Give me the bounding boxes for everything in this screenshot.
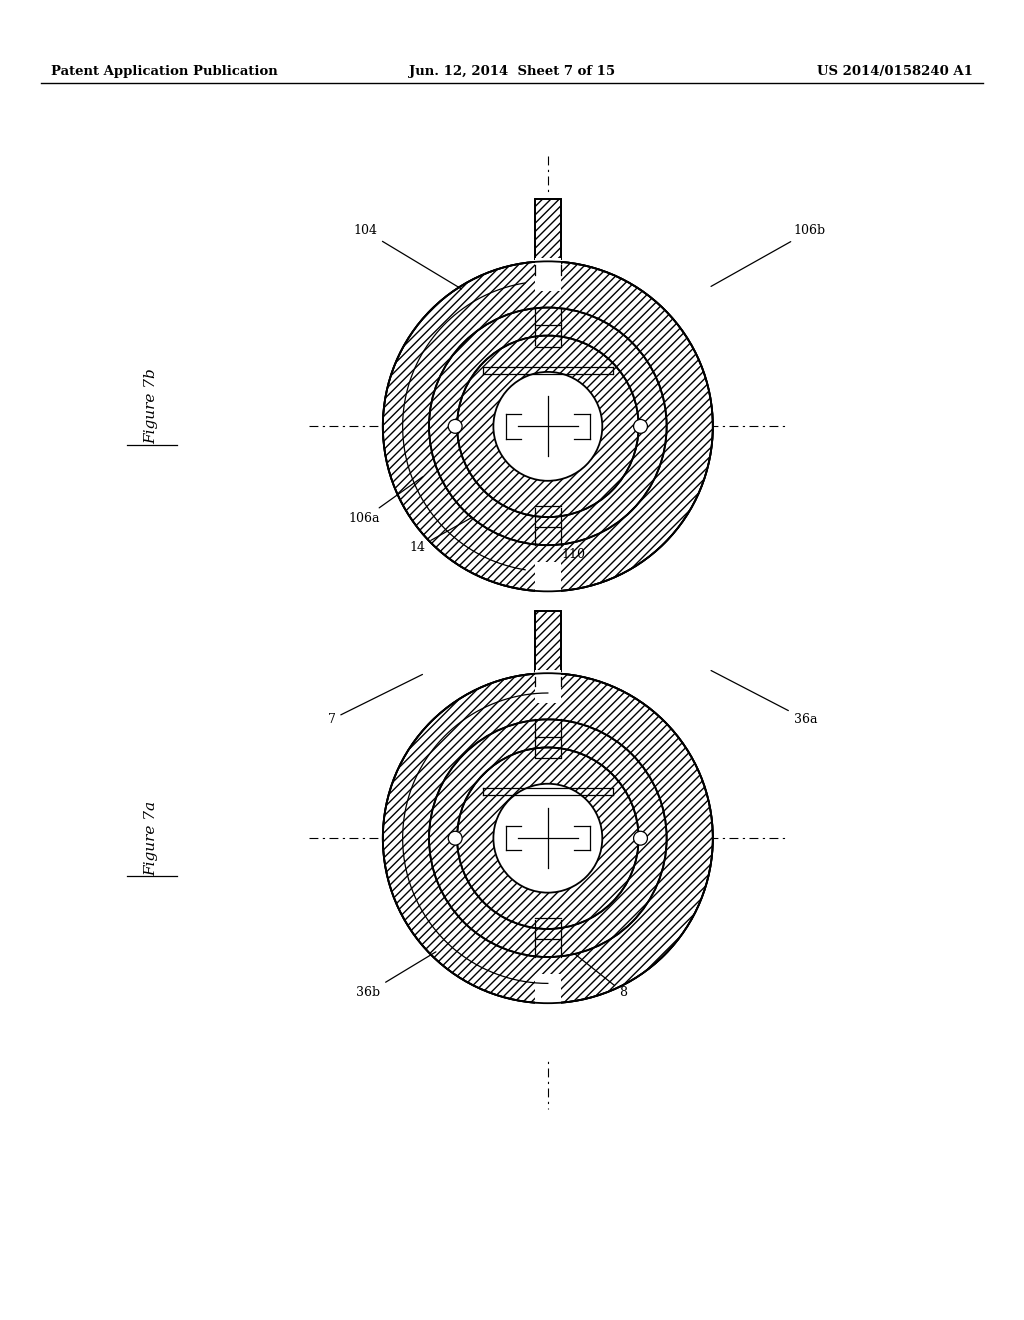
Bar	[536, 562, 560, 594]
Text: 14: 14	[410, 510, 486, 554]
Text: 106a: 106a	[348, 477, 423, 525]
Text: 36a: 36a	[711, 671, 817, 726]
Circle shape	[449, 420, 462, 433]
Circle shape	[383, 261, 713, 591]
Text: 36b: 36b	[356, 952, 436, 999]
Text: Figure 7a: Figure 7a	[144, 801, 159, 875]
Bar	[536, 610, 560, 671]
Bar	[536, 849, 560, 909]
Bar	[536, 436, 560, 498]
Circle shape	[429, 719, 667, 957]
Bar	[536, 849, 560, 909]
Text: 110: 110	[561, 515, 585, 561]
Text: 104: 104	[353, 224, 462, 289]
Circle shape	[383, 673, 713, 1003]
Text: 106b: 106b	[711, 224, 825, 286]
Text: Jun. 12, 2014  Sheet 7 of 15: Jun. 12, 2014 Sheet 7 of 15	[409, 65, 615, 78]
Bar	[536, 195, 560, 269]
Circle shape	[494, 784, 602, 892]
Text: 7: 7	[328, 675, 423, 726]
Circle shape	[457, 335, 639, 517]
Bar	[536, 607, 560, 681]
Bar	[536, 610, 560, 671]
Circle shape	[494, 372, 602, 480]
Text: 8: 8	[572, 952, 628, 999]
Bar	[536, 995, 560, 1061]
Text: US 2014/0158240 A1: US 2014/0158240 A1	[817, 65, 973, 78]
Text: Patent Application Publication: Patent Application Publication	[51, 65, 278, 78]
Bar	[536, 199, 560, 260]
Bar	[536, 199, 560, 260]
Bar	[536, 671, 560, 704]
Bar	[536, 259, 560, 290]
Bar	[536, 436, 560, 498]
Circle shape	[634, 420, 647, 433]
Bar	[536, 974, 560, 1006]
Circle shape	[634, 832, 647, 845]
Text: Figure 7b: Figure 7b	[144, 368, 159, 445]
Circle shape	[457, 747, 639, 929]
Circle shape	[429, 308, 667, 545]
Bar	[536, 583, 560, 649]
Circle shape	[449, 832, 462, 845]
